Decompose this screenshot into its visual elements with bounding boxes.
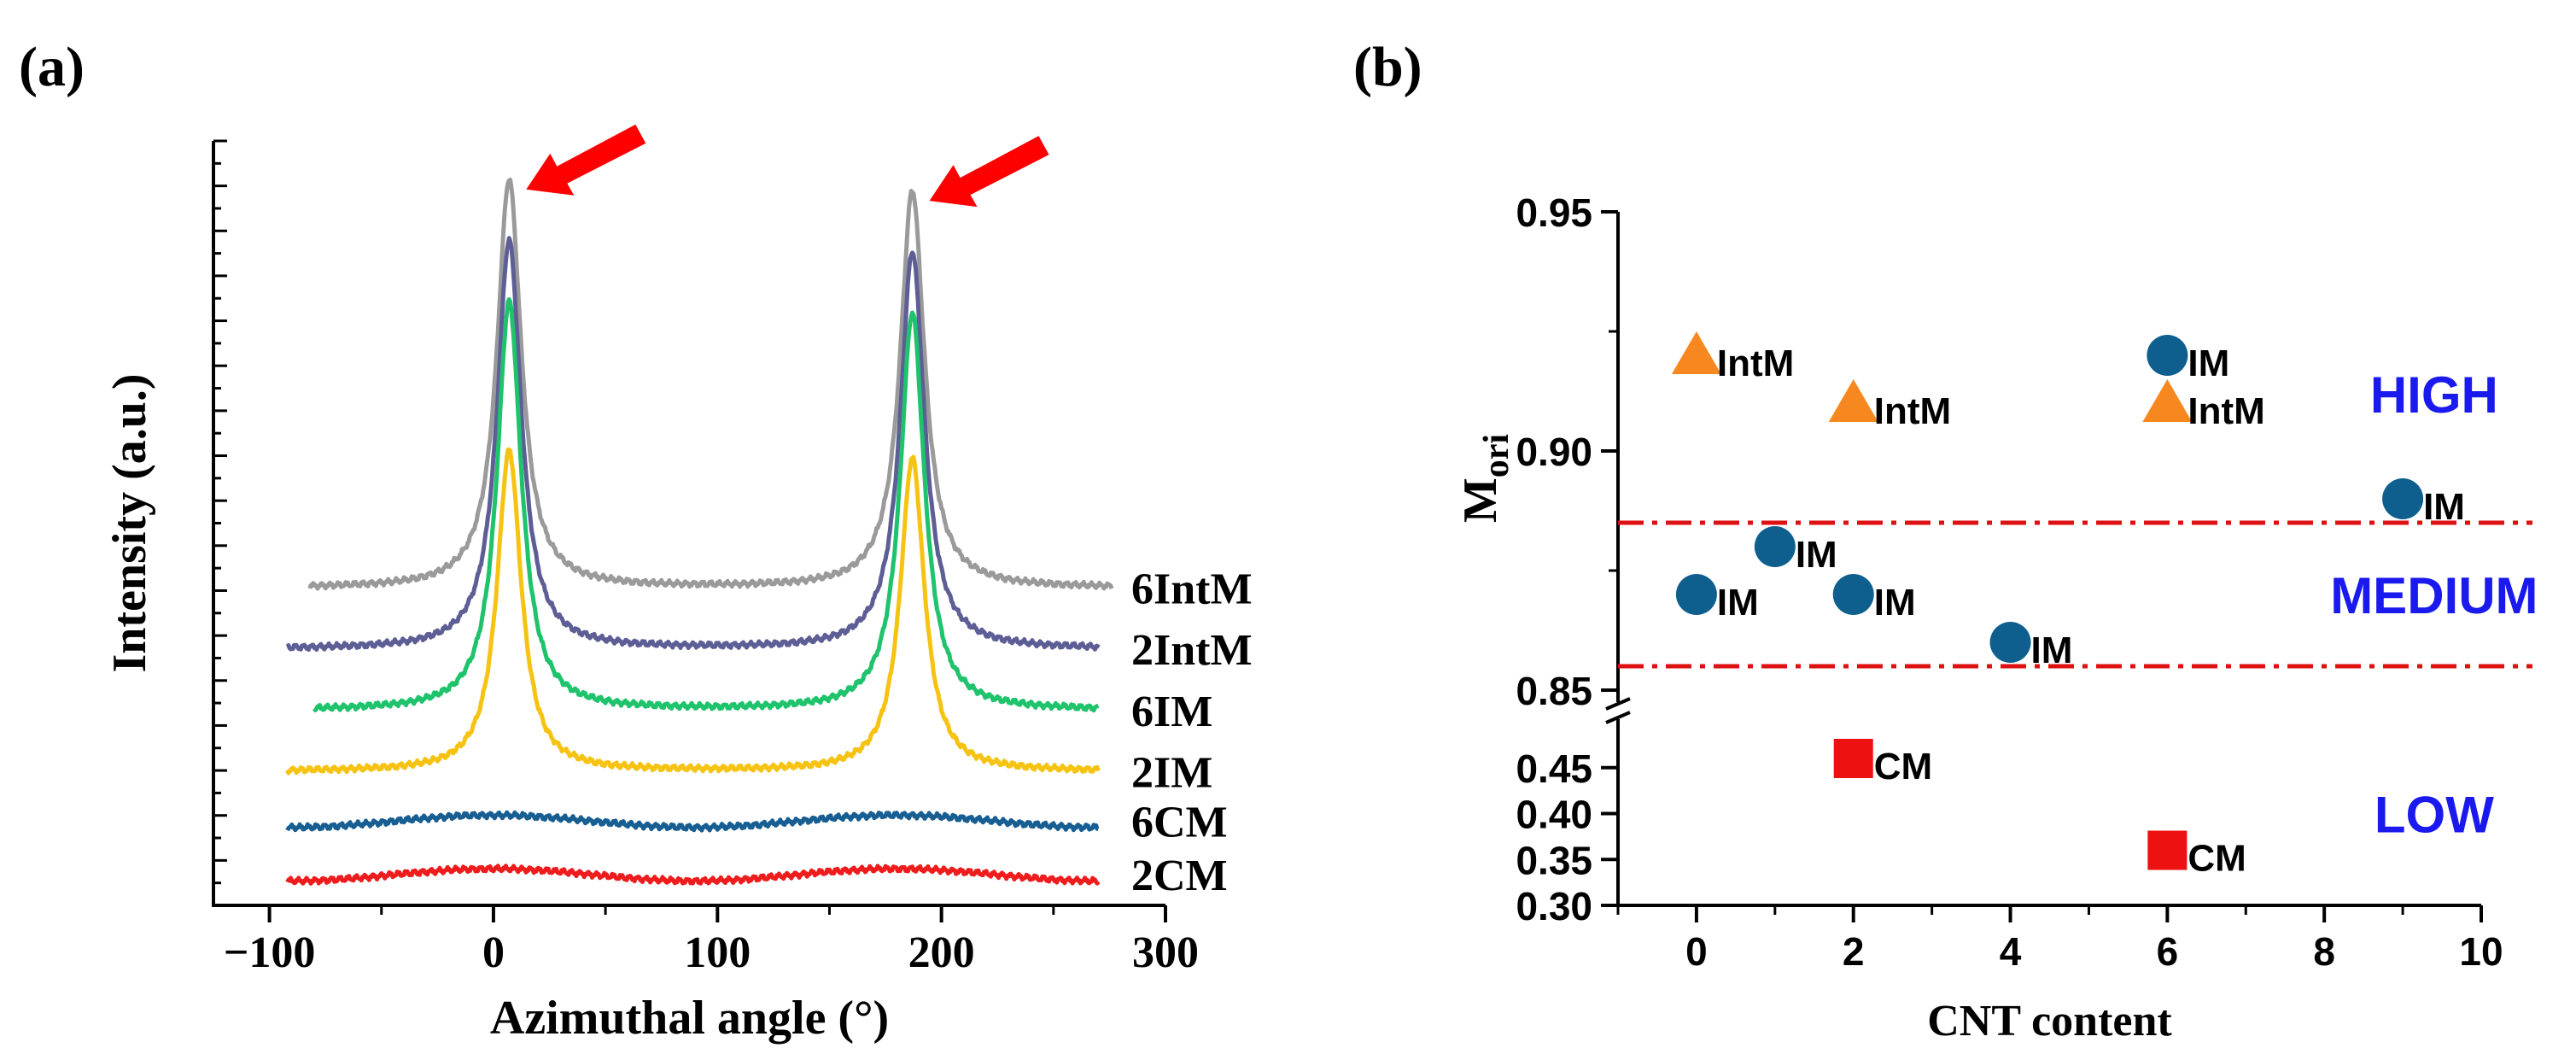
scatter-point-circle (2382, 478, 2424, 519)
y-axis-title-a: Intensity (a.u.) (103, 373, 156, 672)
y-tick-label-b: 0.30 (1516, 884, 1592, 928)
x-tick-label-b: 8 (2313, 929, 2335, 974)
scatter-point-triangle (1671, 331, 1721, 374)
y-tick-label-b: 0.40 (1516, 793, 1592, 837)
x-axis-title-a: Azimuthal angle (°) (490, 992, 889, 1045)
point-label: IM (1796, 534, 1837, 576)
scatter-point-circle (1754, 526, 1796, 567)
x-tick-label-b: 2 (1843, 929, 1865, 974)
y-axis-title-main: M (1454, 477, 1507, 523)
curve-6IM (313, 297, 1100, 713)
curve-6IntM (307, 177, 1114, 591)
point-label: IM (2188, 343, 2229, 384)
axis-break-mark (1605, 697, 1631, 711)
curve-label-6IM: 6IM (1131, 688, 1212, 736)
panel-a: (a) −100 0 100 200 300 Azimuthal angle (°) Inte… (19, 36, 1253, 1045)
scatter-point-square (2147, 830, 2188, 870)
axis-break-mark (1605, 711, 1631, 724)
panel-label-b: (b) (1353, 36, 1422, 98)
peak-arrow-icon (526, 124, 646, 196)
scatter-point-circle (2147, 335, 2188, 376)
peak-arrow-icon (929, 136, 1049, 208)
point-label: IM (2423, 486, 2465, 528)
scatter-point-square (1833, 739, 1873, 778)
zone-label-medium: MEDIUM (2330, 567, 2538, 624)
curve-label-6IntM: 6IntM (1131, 565, 1253, 614)
x-tick-label-a: 100 (684, 928, 751, 977)
panel-b: (b) 0.85 0.90 0.95 0.300.350.400.45 0 2 4 6 8 10 CN… (1353, 36, 2538, 1045)
curve-2CM (285, 864, 1101, 886)
x-tick-label-b: 6 (2157, 929, 2179, 974)
y-tick-label-b: 0.85 (1516, 669, 1592, 713)
x-tick-label-b: 4 (2000, 929, 2022, 974)
y-tick-label-b: 0.95 (1516, 190, 1592, 235)
scatter-point-triangle (1828, 379, 1878, 422)
y-axis-title-subscript: ori (1477, 434, 1516, 478)
curve-2IM (285, 447, 1101, 776)
point-label: IntM (2188, 390, 2264, 432)
x-tick-label-a: 0 (482, 928, 505, 977)
point-label: IntM (1874, 390, 1951, 432)
y-tick-label-b: 0.35 (1516, 838, 1592, 882)
scatter-point-circle (1832, 574, 1874, 615)
curve-2IntM (285, 236, 1101, 653)
x-tick-label-a: 300 (1132, 928, 1199, 977)
y-tick-label-b: 0.45 (1516, 747, 1592, 791)
curve-label-2IntM: 2IntM (1131, 626, 1253, 675)
zone-label-high: HIGH (2370, 366, 2498, 424)
zone-label-low: LOW (2374, 787, 2494, 844)
x-tick-label-a: −100 (224, 928, 316, 977)
point-label: IM (2031, 629, 2073, 671)
curve-label-2CM: 2CM (1131, 852, 1228, 900)
curve-label-2IM: 2IM (1131, 748, 1212, 797)
curve-label-6CM: 6CM (1131, 799, 1228, 847)
scatter-point-triangle (2142, 379, 2193, 422)
point-label: CM (2188, 838, 2246, 880)
scatter-point-circle (1989, 622, 2031, 663)
x-tick-label-b: 10 (2459, 929, 2503, 974)
point-label: CM (1874, 746, 1932, 788)
y-tick-label-b: 0.90 (1516, 430, 1592, 474)
panel-label-a: (a) (19, 36, 85, 98)
point-label: IM (1717, 582, 1759, 624)
scatter-point-circle (1675, 574, 1717, 615)
y-axis-title-b: Mori (1454, 434, 1516, 524)
x-axis-title-b: CNT content (1927, 997, 2172, 1045)
point-label: IntM (1717, 343, 1794, 384)
curve-6CM (285, 810, 1100, 833)
x-tick-label-a: 200 (908, 928, 975, 977)
x-tick-label-b: 0 (1685, 929, 1708, 974)
point-label: IM (1874, 582, 1916, 624)
